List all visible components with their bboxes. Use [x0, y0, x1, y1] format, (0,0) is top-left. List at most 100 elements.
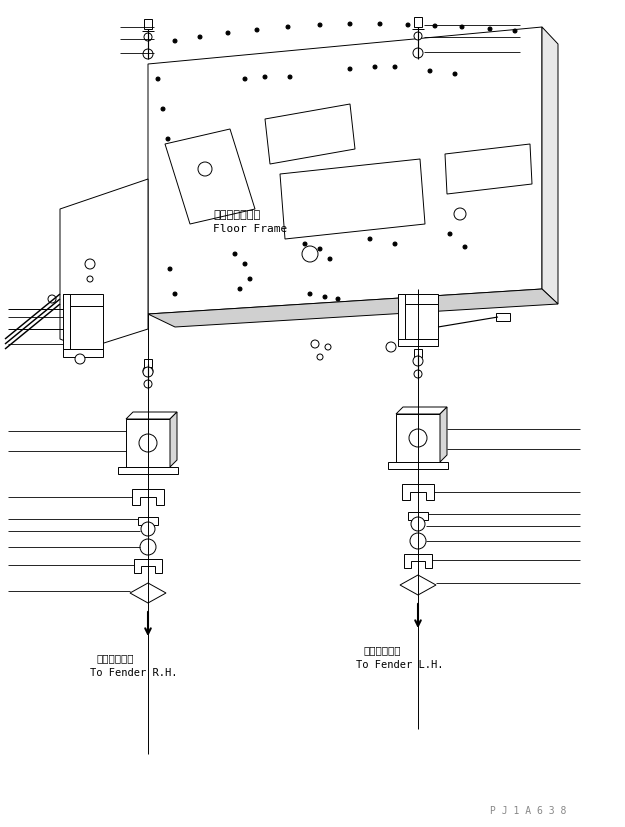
Circle shape [463, 246, 467, 250]
Circle shape [318, 24, 322, 28]
Circle shape [173, 293, 177, 297]
Circle shape [413, 356, 423, 366]
Circle shape [410, 533, 426, 549]
Polygon shape [402, 485, 434, 500]
Polygon shape [134, 559, 162, 573]
Polygon shape [440, 408, 447, 462]
Circle shape [75, 355, 85, 365]
Bar [414, 350, 422, 357]
Circle shape [348, 23, 352, 27]
Circle shape [302, 246, 318, 263]
Circle shape [386, 342, 396, 352]
Bar [408, 513, 428, 520]
Polygon shape [400, 576, 436, 595]
Circle shape [143, 50, 153, 60]
Circle shape [286, 26, 290, 30]
Circle shape [144, 380, 152, 389]
Circle shape [454, 208, 466, 221]
Text: フロアフレーム: フロアフレーム [213, 210, 260, 220]
Bar [63, 294, 103, 307]
Bar [398, 294, 438, 304]
Text: フェンダ右へ: フェンダ右へ [96, 653, 134, 662]
Circle shape [140, 539, 156, 555]
Circle shape [317, 355, 323, 361]
Bar [63, 350, 103, 357]
Polygon shape [132, 490, 164, 505]
Circle shape [368, 237, 372, 241]
Circle shape [198, 36, 202, 40]
Bar [138, 518, 158, 525]
Circle shape [198, 163, 212, 177]
Polygon shape [130, 583, 166, 603]
Circle shape [308, 293, 312, 297]
Circle shape [303, 242, 307, 246]
Circle shape [243, 78, 247, 82]
Circle shape [144, 34, 152, 42]
Polygon shape [404, 554, 432, 568]
Bar [118, 467, 178, 475]
Circle shape [243, 263, 247, 266]
Circle shape [143, 366, 153, 376]
Circle shape [87, 277, 93, 283]
Circle shape [406, 24, 410, 28]
Bar [63, 294, 70, 350]
Circle shape [288, 76, 292, 80]
Circle shape [488, 28, 492, 32]
Circle shape [460, 26, 464, 30]
Circle shape [393, 66, 397, 70]
Polygon shape [60, 179, 148, 350]
Circle shape [48, 295, 56, 304]
Circle shape [173, 40, 177, 44]
Text: フェンダ左へ: フェンダ左へ [363, 644, 401, 654]
Circle shape [348, 68, 352, 72]
Circle shape [323, 295, 327, 299]
Polygon shape [165, 130, 255, 225]
Polygon shape [445, 145, 532, 195]
Bar [388, 462, 448, 470]
Circle shape [139, 434, 157, 452]
Circle shape [143, 367, 153, 378]
Polygon shape [280, 160, 425, 240]
Bar [398, 294, 405, 340]
Bar [398, 340, 438, 347]
Circle shape [226, 32, 230, 36]
Bar [144, 20, 152, 30]
Circle shape [433, 25, 437, 29]
Circle shape [166, 138, 170, 141]
Circle shape [238, 288, 242, 292]
Circle shape [413, 49, 423, 59]
Bar [496, 313, 510, 322]
Polygon shape [148, 28, 542, 314]
Polygon shape [396, 408, 447, 414]
Bar [126, 419, 170, 467]
Circle shape [453, 73, 457, 77]
Circle shape [161, 108, 165, 112]
Circle shape [263, 76, 267, 80]
Circle shape [414, 33, 422, 41]
Circle shape [141, 523, 155, 537]
Bar [70, 307, 103, 350]
Polygon shape [170, 413, 177, 467]
Polygon shape [542, 28, 558, 304]
Circle shape [156, 78, 160, 82]
Circle shape [311, 341, 319, 348]
Bar [144, 360, 152, 367]
Text: To Fender L.H.: To Fender L.H. [356, 659, 444, 669]
Circle shape [328, 258, 332, 261]
Circle shape [409, 429, 427, 447]
Circle shape [255, 29, 259, 33]
Circle shape [168, 268, 172, 272]
Circle shape [373, 66, 377, 70]
Polygon shape [148, 289, 558, 327]
Circle shape [85, 260, 95, 270]
Bar [414, 18, 422, 28]
Polygon shape [265, 105, 355, 165]
Circle shape [325, 345, 331, 351]
Circle shape [411, 518, 425, 532]
Circle shape [428, 70, 432, 74]
Text: P J 1 A 6 3 8: P J 1 A 6 3 8 [490, 805, 566, 815]
Circle shape [513, 30, 517, 34]
Circle shape [248, 278, 252, 282]
Bar [405, 304, 438, 340]
Circle shape [336, 298, 340, 302]
